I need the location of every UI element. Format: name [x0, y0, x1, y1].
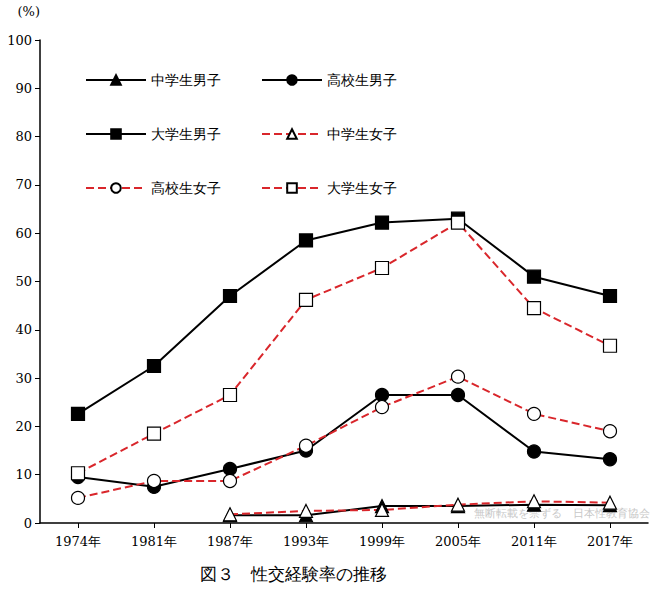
svg-text:2005年: 2005年: [435, 534, 481, 549]
svg-text:30: 30: [15, 371, 32, 386]
svg-text:高校生男子: 高校生男子: [327, 72, 397, 88]
svg-text:40: 40: [15, 322, 32, 337]
svg-text:中学生男子: 中学生男子: [151, 72, 221, 88]
svg-text:80: 80: [15, 129, 32, 144]
svg-text:1987年: 1987年: [207, 534, 253, 549]
svg-text:図３ 性交経験率の推移: 図３ 性交経験率の推移: [200, 564, 387, 584]
svg-text:90: 90: [15, 81, 32, 96]
svg-text:20: 20: [15, 419, 32, 434]
svg-text:無断転載を禁ずる 日本性教育協会: 無断転載を禁ずる 日本性教育協会: [474, 507, 650, 520]
svg-text:(%): (%): [18, 4, 41, 19]
svg-text:2017年: 2017年: [587, 534, 633, 549]
svg-text:10: 10: [15, 467, 32, 482]
svg-text:大学生女子: 大学生女子: [327, 180, 397, 196]
svg-text:中学生女子: 中学生女子: [327, 126, 397, 142]
svg-text:100: 100: [7, 33, 32, 48]
svg-text:高校生女子: 高校生女子: [151, 180, 221, 196]
svg-text:70: 70: [15, 177, 32, 192]
svg-text:大学生男子: 大学生男子: [151, 126, 221, 142]
svg-text:50: 50: [15, 274, 32, 289]
svg-text:1999年: 1999年: [359, 534, 405, 549]
svg-text:1974年: 1974年: [55, 534, 101, 549]
svg-text:1981年: 1981年: [131, 534, 177, 549]
svg-text:60: 60: [15, 226, 32, 241]
svg-text:0: 0: [24, 516, 32, 531]
svg-text:1993年: 1993年: [283, 534, 329, 549]
svg-text:2011年: 2011年: [511, 534, 557, 549]
